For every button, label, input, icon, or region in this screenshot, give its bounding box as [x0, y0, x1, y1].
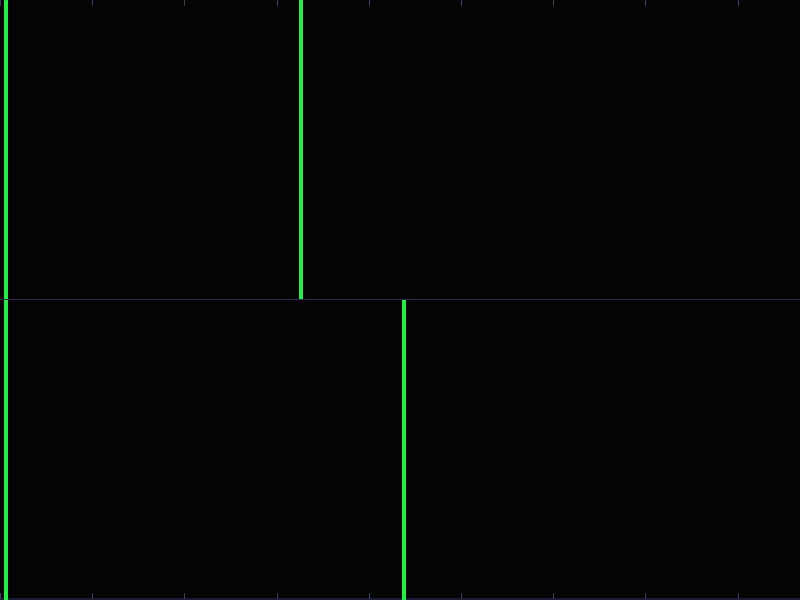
tick-mark-bottom [277, 593, 278, 599]
tick-mark-bottom [0, 593, 1, 599]
track-top-marker-handle[interactable] [4, 0, 8, 299]
tick-mark-top [369, 0, 370, 6]
tick-mark-top [645, 0, 646, 6]
tick-mark-top [277, 0, 278, 6]
track-bottom-marker-handle[interactable] [402, 300, 406, 600]
tick-mark-bottom [461, 593, 462, 599]
track-bottom[interactable] [0, 300, 800, 599]
tick-mark-bottom [738, 593, 739, 599]
tick-mark-bottom [553, 593, 554, 599]
tick-mark-top [0, 0, 1, 6]
tick-mark-bottom [92, 593, 93, 599]
tick-mark-top [553, 0, 554, 6]
track-top-marker-handle[interactable] [299, 0, 303, 299]
track-bottom-marker-handle[interactable] [4, 300, 8, 600]
tick-mark-bottom [184, 593, 185, 599]
tick-mark-bottom [645, 593, 646, 599]
track-divider [0, 299, 800, 300]
tick-mark-top [92, 0, 93, 6]
bottom-border [0, 598, 800, 600]
tick-mark-bottom [369, 593, 370, 599]
tick-mark-top [184, 0, 185, 6]
track-top[interactable] [0, 0, 800, 299]
tick-mark-top [461, 0, 462, 6]
tick-mark-top [738, 0, 739, 6]
